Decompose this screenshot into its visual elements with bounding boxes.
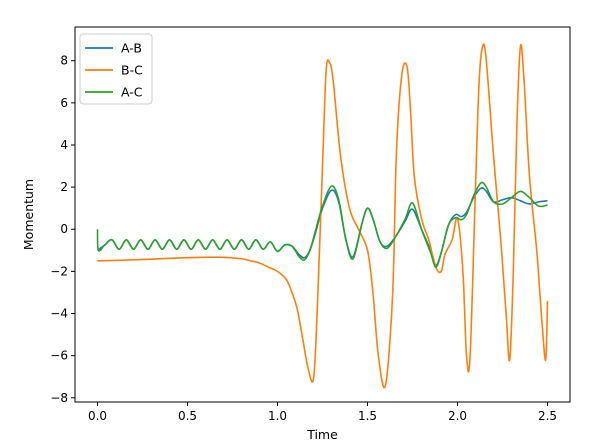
legend-label: A-B <box>121 41 142 56</box>
y-tick-label: −8 <box>50 391 68 405</box>
x-tick-label: 2.5 <box>538 409 557 423</box>
x-tick-label: 0.5 <box>178 409 197 423</box>
y-tick-label: 8 <box>60 54 68 68</box>
x-axis-label: Time <box>306 427 338 442</box>
series-line-b-c <box>97 43 549 389</box>
x-axis-ticks: 0.0 0.5 1.0 1.5 2.0 2.5 <box>88 402 557 423</box>
y-tick-label: −4 <box>50 307 68 321</box>
plot-frame <box>74 26 571 403</box>
y-tick-label: 0 <box>60 222 68 236</box>
legend-label: B-C <box>121 63 143 78</box>
x-tick-label: 2.0 <box>448 409 467 423</box>
y-axis-label: Momentum <box>21 179 36 250</box>
legend-box <box>79 33 153 105</box>
series-layer <box>96 43 549 389</box>
y-tick-label: 2 <box>60 180 68 194</box>
y-tick-label: −2 <box>50 264 68 278</box>
x-tick-label: 0.0 <box>88 409 107 423</box>
y-tick-label: −6 <box>50 349 68 363</box>
x-tick-label: 1.5 <box>358 409 377 423</box>
series-line-a-c <box>96 181 548 268</box>
x-tick-label: 1.0 <box>268 409 287 423</box>
y-tick-label: 6 <box>60 96 68 110</box>
y-tick-label: 4 <box>60 138 68 152</box>
legend-label: A-C <box>121 85 143 100</box>
legend: A-B B-C A-C <box>79 33 153 105</box>
y-axis-ticks: −8 −6 −4 −2 0 2 4 6 8 <box>50 54 75 405</box>
